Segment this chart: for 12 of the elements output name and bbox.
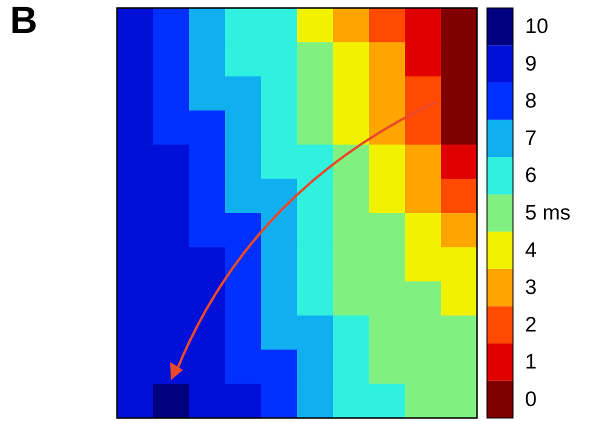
color-bar-label: 10 bbox=[525, 15, 548, 38]
chart-title: B bbox=[10, 0, 38, 43]
color-bar-label: 6 bbox=[525, 164, 537, 188]
color-bar-label: 3 bbox=[525, 276, 537, 300]
color-bar-label: 7 bbox=[525, 126, 537, 150]
color-bar-label: 5 ms bbox=[525, 202, 571, 224]
color-bar-label: 9 bbox=[525, 52, 537, 76]
color-bar-label: 4 bbox=[525, 238, 537, 262]
color-bar-label: 0 bbox=[525, 388, 537, 411]
color-bar-label: 2 bbox=[525, 313, 537, 336]
color-bar-label: 8 bbox=[525, 90, 537, 113]
color-bar-label: 1 bbox=[525, 350, 537, 374]
